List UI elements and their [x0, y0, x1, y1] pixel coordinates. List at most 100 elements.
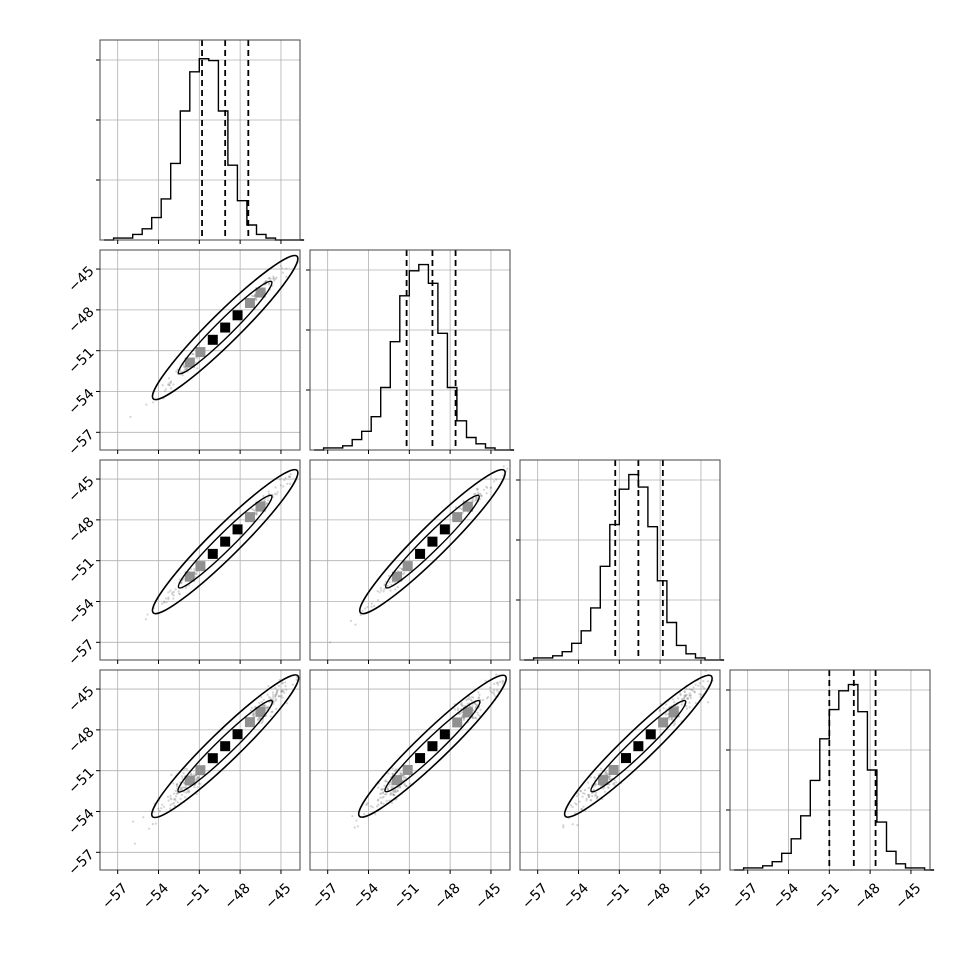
sample-point [185, 767, 188, 771]
sample-point [251, 294, 254, 297]
sample-point [272, 277, 275, 280]
sample-point [178, 578, 181, 581]
density-block-3 [220, 741, 231, 752]
sample-point [285, 688, 288, 691]
sample-point [390, 782, 393, 785]
sample-point [670, 718, 674, 721]
sample-point [607, 786, 610, 789]
sample-point [266, 502, 269, 505]
x-tick-label: −45 [892, 880, 924, 912]
contour-outer [563, 674, 713, 818]
sample-point [172, 594, 175, 597]
sample-point [190, 568, 193, 571]
sample-point [159, 810, 162, 813]
sample-point [454, 506, 457, 509]
sample-point [262, 698, 265, 701]
sample-point [486, 486, 489, 489]
sample-point [392, 789, 395, 792]
sample-point [177, 590, 180, 593]
sample-point [263, 705, 266, 708]
sample-point [683, 690, 686, 694]
sample-point [690, 688, 693, 691]
sample-point [589, 799, 593, 802]
density-block-4 [232, 729, 243, 740]
sample-point [506, 467, 509, 470]
y-tick-label: −54 [65, 806, 97, 838]
sample-point [470, 696, 473, 699]
sample-point [260, 721, 263, 725]
sample-point [174, 789, 177, 793]
sample-point [402, 779, 405, 782]
sample-point [276, 689, 279, 692]
density-block-5 [244, 512, 255, 523]
density-block-2 [415, 548, 426, 559]
sample-point [662, 707, 665, 710]
sample-point [161, 602, 164, 605]
sample-point [607, 786, 610, 789]
sample-point [690, 688, 693, 691]
sample-point [403, 784, 406, 787]
sample-point [329, 641, 332, 644]
contour-inner [177, 699, 274, 793]
sample-point [495, 478, 498, 481]
sample-point [487, 696, 490, 699]
sample-point [562, 826, 565, 829]
sample-point [493, 682, 496, 686]
sample-point [285, 275, 288, 278]
sample-point [169, 803, 172, 807]
sample-point [582, 805, 585, 808]
sample-point [172, 798, 176, 801]
sample-point [252, 715, 255, 718]
sample-point [261, 720, 264, 723]
sample-point [405, 785, 408, 788]
sample-point [673, 722, 677, 725]
sample-point [387, 772, 390, 775]
sample-point [379, 792, 382, 796]
sample-point [686, 697, 690, 701]
sample-point [603, 790, 607, 793]
x-tick-label: −48 [642, 880, 674, 912]
y-tick-label: −45 [65, 683, 97, 715]
sample-point [706, 680, 710, 683]
sample-point [252, 508, 255, 511]
sample-point [376, 599, 380, 602]
sample-point [460, 704, 463, 707]
sample-point [157, 807, 160, 811]
sample-point [268, 696, 271, 699]
sample-point [171, 593, 174, 596]
sample-point [595, 797, 599, 800]
sample-point [399, 785, 402, 788]
sample-point [267, 685, 270, 688]
sample-point [403, 782, 406, 786]
x-tick-label: −54 [140, 880, 172, 912]
sample-point [383, 784, 386, 787]
sample-point [477, 491, 480, 494]
contour-outer [357, 674, 508, 818]
density-block-4 [232, 310, 243, 321]
sample-point [688, 688, 691, 691]
sample-point [581, 792, 585, 795]
sample-point [594, 776, 597, 779]
sample-point [258, 701, 261, 705]
x-tick-label: −45 [472, 880, 504, 912]
sample-point [482, 698, 485, 702]
sample-point [393, 790, 396, 794]
sample-point [277, 695, 280, 698]
sample-point [583, 789, 587, 792]
sample-point [688, 701, 691, 704]
panel-frame [309, 459, 511, 661]
sample-point [472, 716, 475, 720]
sample-point [148, 827, 151, 830]
sample-point [379, 587, 382, 590]
sample-point [181, 374, 184, 377]
sample-point [683, 697, 686, 700]
sample-point [474, 496, 478, 499]
sample-point [184, 796, 187, 799]
joint-panel-r3-c2 [309, 459, 511, 664]
sample-point [495, 673, 498, 676]
sample-point [169, 381, 172, 384]
sample-point [392, 785, 395, 789]
sample-point [254, 513, 258, 516]
sample-point [190, 773, 193, 776]
sample-point [267, 490, 270, 493]
